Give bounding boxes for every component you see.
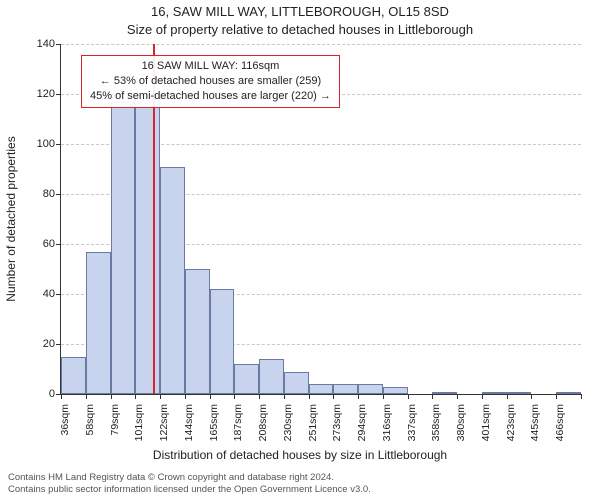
credit-line-2: Contains public sector information licen… bbox=[8, 484, 371, 496]
xtick-mark bbox=[160, 394, 161, 399]
xtick-label: 79sqm bbox=[109, 404, 121, 436]
xtick-label: 337sqm bbox=[406, 404, 418, 441]
xtick-label: 294sqm bbox=[356, 404, 368, 441]
xtick-mark bbox=[482, 394, 483, 399]
xtick-label: 58sqm bbox=[84, 404, 96, 436]
xtick-label: 187sqm bbox=[232, 404, 244, 441]
annotation-box: 16 SAW MILL WAY: 116sqm← 53% of detached… bbox=[81, 55, 340, 108]
y-axis-label: Number of detached properties bbox=[4, 136, 18, 301]
xtick-label: 251sqm bbox=[307, 404, 319, 441]
xtick-label: 144sqm bbox=[183, 404, 195, 441]
page-root: 16, SAW MILL WAY, LITTLEBOROUGH, OL15 8S… bbox=[0, 0, 600, 500]
histogram-bar bbox=[432, 392, 457, 395]
histogram-bar bbox=[309, 384, 334, 394]
ytick-label: 60 bbox=[15, 238, 55, 250]
xtick-mark bbox=[556, 394, 557, 399]
histogram-bar bbox=[210, 289, 235, 394]
ytick-mark bbox=[56, 94, 61, 95]
plot-area: 02040608010012014036sqm58sqm79sqm101sqm1… bbox=[60, 44, 581, 395]
histogram-bar bbox=[556, 392, 581, 395]
xtick-label: 358sqm bbox=[430, 404, 442, 441]
histogram-bar bbox=[482, 392, 507, 395]
histogram-bar bbox=[259, 359, 284, 394]
xtick-label: 273sqm bbox=[331, 404, 343, 441]
xtick-mark bbox=[531, 394, 532, 399]
xtick-mark bbox=[210, 394, 211, 399]
histogram-bar bbox=[185, 269, 210, 394]
xtick-mark bbox=[284, 394, 285, 399]
histogram-bar bbox=[61, 357, 86, 395]
xtick-mark bbox=[457, 394, 458, 399]
annotation-line: 45% of semi-detached houses are larger (… bbox=[90, 89, 331, 104]
x-axis-label: Distribution of detached houses by size … bbox=[0, 448, 600, 462]
chart-title: 16, SAW MILL WAY, LITTLEBOROUGH, OL15 8S… bbox=[0, 4, 600, 19]
histogram-bar bbox=[284, 372, 309, 395]
chart-subtitle: Size of property relative to detached ho… bbox=[0, 22, 600, 37]
xtick-mark bbox=[61, 394, 62, 399]
histogram-bar bbox=[160, 167, 185, 395]
xtick-label: 466sqm bbox=[554, 404, 566, 441]
xtick-label: 165sqm bbox=[208, 404, 220, 441]
xtick-mark bbox=[507, 394, 508, 399]
credits-block: Contains HM Land Registry data © Crown c… bbox=[8, 472, 371, 496]
xtick-mark bbox=[408, 394, 409, 399]
histogram-bar bbox=[507, 392, 532, 395]
ytick-mark bbox=[56, 294, 61, 295]
histogram-bar bbox=[358, 384, 383, 394]
xtick-label: 316sqm bbox=[381, 404, 393, 441]
gridline-h bbox=[61, 44, 581, 45]
annotation-line: 16 SAW MILL WAY: 116sqm bbox=[90, 59, 331, 74]
xtick-mark bbox=[581, 394, 582, 399]
ytick-mark bbox=[56, 344, 61, 345]
xtick-label: 208sqm bbox=[257, 404, 269, 441]
credit-line-1: Contains HM Land Registry data © Crown c… bbox=[8, 472, 371, 484]
ytick-mark bbox=[56, 194, 61, 195]
ytick-label: 20 bbox=[15, 338, 55, 350]
xtick-label: 401sqm bbox=[480, 404, 492, 441]
histogram-bar bbox=[383, 387, 408, 395]
xtick-mark bbox=[432, 394, 433, 399]
xtick-label: 380sqm bbox=[455, 404, 467, 441]
histogram-bar bbox=[86, 252, 111, 395]
ytick-label: 120 bbox=[15, 88, 55, 100]
ytick-mark bbox=[56, 44, 61, 45]
histogram-bar bbox=[234, 364, 259, 394]
ytick-mark bbox=[56, 244, 61, 245]
xtick-mark bbox=[86, 394, 87, 399]
xtick-label: 230sqm bbox=[282, 404, 294, 441]
annotation-line: ← 53% of detached houses are smaller (25… bbox=[90, 74, 331, 89]
xtick-mark bbox=[185, 394, 186, 399]
xtick-mark bbox=[309, 394, 310, 399]
xtick-label: 122sqm bbox=[158, 404, 170, 441]
xtick-mark bbox=[358, 394, 359, 399]
xtick-mark bbox=[259, 394, 260, 399]
histogram-bar bbox=[135, 94, 160, 394]
ytick-label: 0 bbox=[15, 388, 55, 400]
ytick-mark bbox=[56, 144, 61, 145]
xtick-label: 36sqm bbox=[59, 404, 71, 436]
xtick-label: 423sqm bbox=[505, 404, 517, 441]
xtick-mark bbox=[383, 394, 384, 399]
xtick-mark bbox=[333, 394, 334, 399]
xtick-mark bbox=[111, 394, 112, 399]
xtick-mark bbox=[135, 394, 136, 399]
xtick-label: 101sqm bbox=[133, 404, 145, 441]
ytick-label: 140 bbox=[15, 38, 55, 50]
histogram-bar bbox=[333, 384, 358, 394]
histogram-bar bbox=[111, 102, 136, 395]
ytick-label: 40 bbox=[15, 288, 55, 300]
ytick-label: 80 bbox=[15, 188, 55, 200]
xtick-label: 445sqm bbox=[529, 404, 541, 441]
xtick-mark bbox=[234, 394, 235, 399]
ytick-label: 100 bbox=[15, 138, 55, 150]
